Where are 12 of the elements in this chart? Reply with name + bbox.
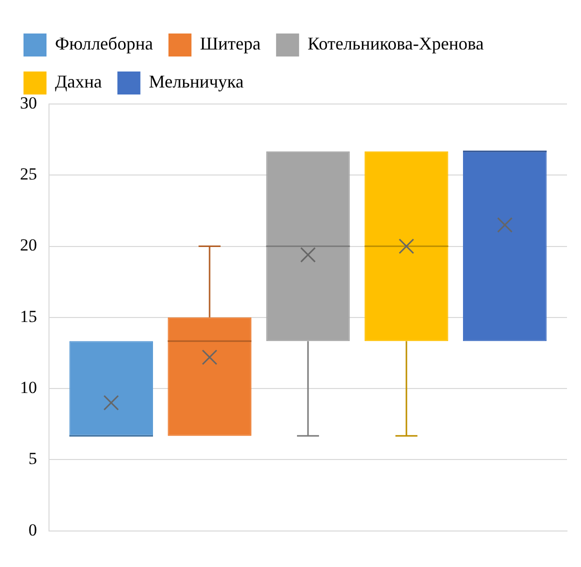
legend-label: Шитера — [200, 34, 261, 54]
y-tick-label: 15 — [20, 306, 37, 326]
y-tick-label: 5 — [28, 449, 37, 468]
legend-label: Мельничука — [148, 72, 244, 92]
y-tick-label: 20 — [20, 236, 37, 255]
legend-label: Дахна — [55, 72, 102, 92]
y-tick-label: 10 — [20, 378, 37, 397]
y-tick-label: 0 — [28, 520, 37, 540]
y-tick-label: 25 — [20, 164, 37, 184]
legend-label: Фюллеборна — [55, 34, 153, 54]
y-tick-label: 30 — [20, 93, 37, 112]
legend-label: Котельникова-Хренова — [308, 34, 484, 54]
